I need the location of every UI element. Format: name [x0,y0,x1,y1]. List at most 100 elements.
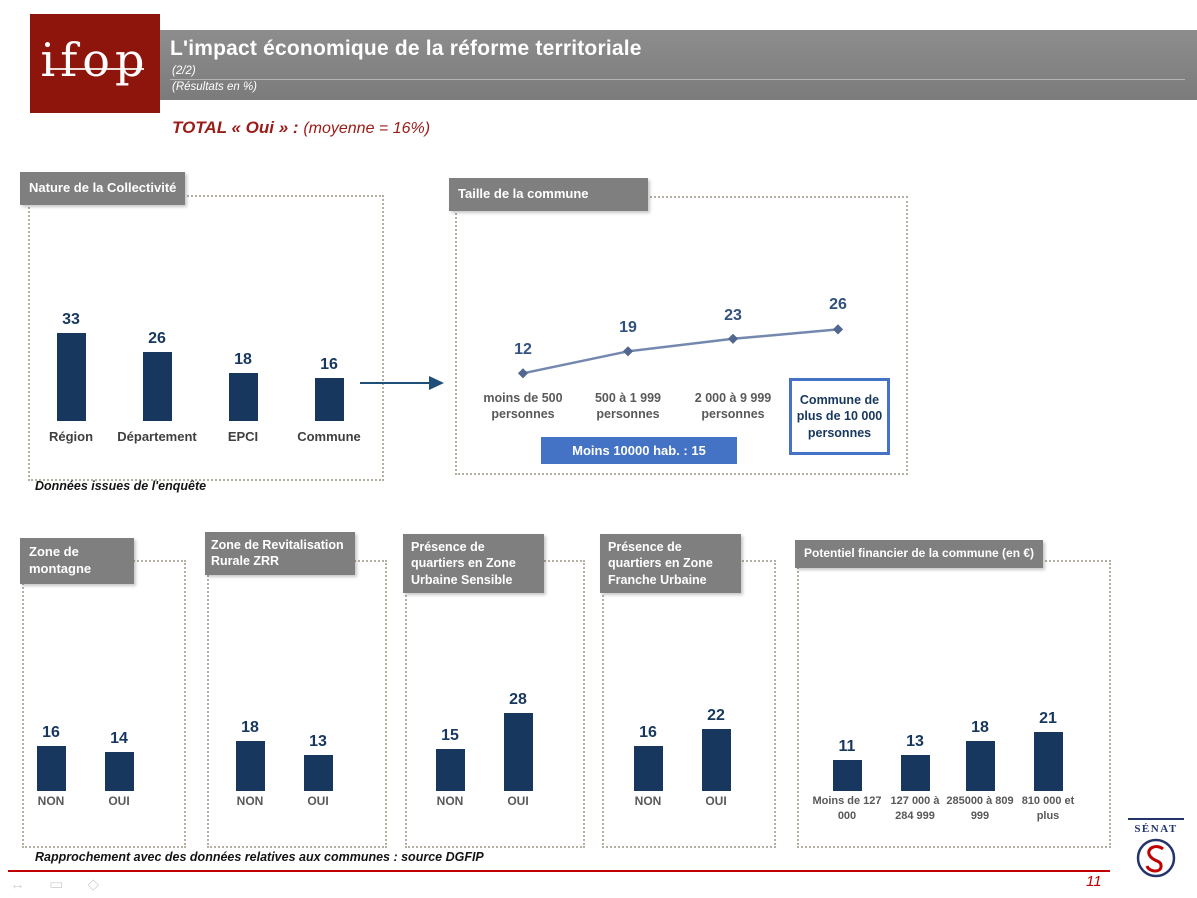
bar-value: 14 [110,730,128,747]
bar-value: 21 [1039,710,1057,727]
senat-logo-text: SÉNAT [1134,823,1178,835]
header-banner: L'impact économique de la réforme territ… [150,30,1197,100]
survey-note: Données issues de l'enquête [35,479,207,493]
panel-title-potentiel-financier: Potentiel financier de la commune (en €) [795,540,1044,568]
bar-value: 28 [509,691,527,708]
bar [832,760,862,791]
total-oui-label: TOTAL « Oui » : [172,118,299,137]
bar-group-oui: 22 [694,707,738,791]
bar-value: 16 [42,724,60,741]
page-fraction: (2/2) [172,65,196,77]
category-label-non: NON [236,794,264,808]
annotation-badge-moins-10000: Moins 10000 hab. : 15 [541,437,737,464]
panel-taille-commune [455,196,908,475]
bar-value: 16 [639,724,657,741]
bar [36,746,66,791]
category-label-region: Région [48,429,94,444]
bar [142,352,172,421]
line-value: 12 [514,341,532,358]
bar [56,333,86,421]
bar-value: 33 [62,311,80,328]
drawing-tool-icons: ↔ ▭ ◇ [10,876,110,893]
total-oui-line: TOTAL « Oui » : (moyenne = 16%) [172,118,430,138]
category-label-non: NON [37,794,65,808]
bar-group-non: 16 [626,724,670,791]
bar [314,378,344,421]
category-label-500-1999: 500 à 1 999 personnes [594,391,662,422]
line-value: 26 [829,296,847,313]
bar [435,749,465,791]
senat-emblem-icon [1136,838,1176,878]
category-label-moins-127000: Moins de 127 000 [812,795,882,823]
panel-title-zus: Présence de quartiers en Zone Urbaine Se… [403,534,544,593]
bar-group-810000-plus: 21 [1026,710,1070,791]
footer-source-note: Rapprochement avec des données relatives… [35,850,484,864]
line-chart-taille-commune [517,324,844,379]
category-label-commune: Commune [297,429,361,444]
bar [900,755,930,791]
bar-group-oui: 28 [496,691,540,791]
ifop-logo-text: ifop [40,32,150,87]
category-label-oui: OUI [307,794,329,808]
category-label-departement: Département [117,429,197,444]
bar-group-127000-284999: 13 [893,733,937,791]
category-label-810000-plus: 810 000 et plus [1021,795,1075,823]
highlight-box-plus-10000: Commune de plus de 10 000 personnes [789,378,890,455]
line-value: 19 [619,319,637,336]
bar-value: 13 [906,733,924,750]
ifop-logo-line [46,68,144,70]
ifop-logo: ifop [30,14,160,113]
bar [965,741,995,791]
banner-divider [170,79,1185,80]
bar-value: 11 [838,738,856,755]
bar-group-oui: 14 [97,730,141,791]
bar-value: 13 [309,733,327,750]
bar-group-non: 16 [29,724,73,791]
category-label-moins-500: moins de 500 personnes [483,391,563,422]
total-oui-detail: (moyenne = 16%) [303,120,431,137]
panel-title-zone-montagne: Zone de montagne [20,538,134,584]
page-title: L'impact économique de la réforme territ… [170,37,642,60]
bar-group-non: 18 [228,719,272,791]
category-label-2000-9999: 2 000 à 9 999 personnes [694,391,772,422]
bar-group-moins-127000: 11 [825,738,869,791]
bar-value: 15 [441,727,459,744]
page-number: 11 [1086,873,1102,890]
panel-title-nature-collectivite: Nature de la Collectivité [20,172,186,205]
bar [503,713,533,791]
bar-group-departement: 26 [135,330,179,421]
category-label-oui: OUI [108,794,130,808]
bar-group-region: 33 [49,311,93,421]
bar [633,746,663,791]
panel-nature-collectivite [28,195,384,481]
senat-logo: SÉNAT [1124,816,1188,894]
bar [104,752,134,791]
results-note: (Résultats en %) [172,81,258,93]
bar-value: 18 [241,719,259,736]
footer-divider [8,870,1110,872]
category-label-285000-809999: 285000 à 809 999 [946,795,1014,823]
panel-title-taille-commune: Taille de la commune [449,178,648,211]
bar-value: 16 [320,356,338,373]
bar [701,729,731,791]
bar-group-non: 15 [428,727,472,791]
arrow-icon [360,376,444,390]
bar-group-commune: 16 [307,356,351,421]
category-label-epci: EPCI [227,429,259,444]
panel-title-zfu: Présence de quartiers en Zone Franche Ur… [600,534,741,593]
bar-value: 18 [234,351,252,368]
bar-value: 18 [971,719,989,736]
bar [228,373,258,421]
bar-value: 26 [148,330,166,347]
bar-group-oui: 13 [296,733,340,791]
line-value: 23 [724,307,742,324]
bar-group-285000-809999: 18 [958,719,1002,791]
category-label-oui: OUI [705,794,727,808]
bar [235,741,265,791]
bar [1033,732,1063,791]
bar-group-epci: 18 [221,351,265,421]
senat-logo-rule [1128,818,1184,820]
category-label-oui: OUI [507,794,529,808]
category-label-127000-284999: 127 000 à 284 999 [890,795,940,823]
